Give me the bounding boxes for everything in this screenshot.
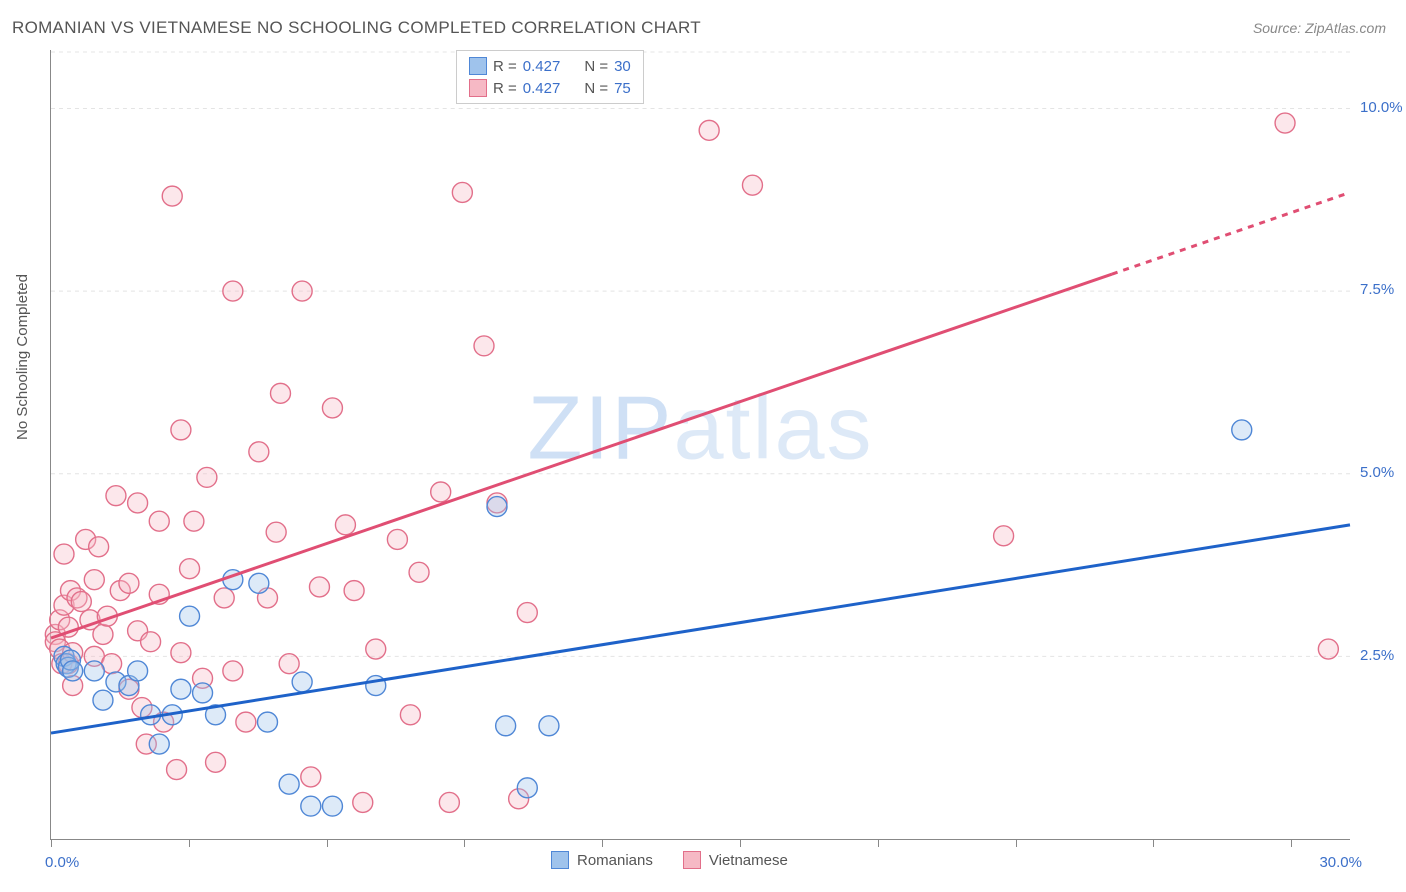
series-legend-romanians: Romanians <box>551 851 653 869</box>
x-tick <box>1153 839 1154 847</box>
y-axis-label: No Schooling Completed <box>14 274 31 440</box>
stats-legend-row-vietnamese: R = 0.427 N = 75 <box>469 77 631 99</box>
series-legend-vietnamese: Vietnamese <box>683 851 788 869</box>
series-label-vietnamese: Vietnamese <box>709 852 788 869</box>
x-tick <box>1291 839 1292 847</box>
x-max-label: 30.0% <box>1319 854 1362 871</box>
r-value-romanians: 0.427 <box>523 58 561 75</box>
stats-legend: R = 0.427 N = 30 R = 0.427 N = 75 <box>456 50 644 104</box>
y-tick-label: 5.0% <box>1360 464 1406 481</box>
x-tick <box>740 839 741 847</box>
series-legend: Romanians Vietnamese <box>551 851 788 869</box>
swatch-romanians <box>469 57 487 75</box>
r-prefix: R = <box>493 58 517 75</box>
y-tick-label: 2.5% <box>1360 647 1406 664</box>
swatch-romanians <box>551 851 569 869</box>
r-prefix: R = <box>493 80 517 97</box>
n-prefix: N = <box>584 58 608 75</box>
swatch-vietnamese <box>469 79 487 97</box>
x-tick <box>1016 839 1017 847</box>
chart-svg <box>51 50 1350 839</box>
x-tick <box>878 839 879 847</box>
n-prefix: N = <box>584 80 608 97</box>
x-tick <box>189 839 190 847</box>
x-tick <box>327 839 328 847</box>
swatch-vietnamese <box>683 851 701 869</box>
x-min-label: 0.0% <box>45 854 79 871</box>
series-label-romanians: Romanians <box>577 852 653 869</box>
n-value-romanians: 30 <box>614 58 631 75</box>
y-tick-label: 7.5% <box>1360 281 1406 298</box>
x-tick <box>464 839 465 847</box>
x-tick <box>602 839 603 847</box>
y-tick-label: 10.0% <box>1360 99 1406 116</box>
stats-legend-row-romanians: R = 0.427 N = 30 <box>469 55 631 77</box>
chart-title: ROMANIAN VS VIETNAMESE NO SCHOOLING COMP… <box>12 18 701 38</box>
x-tick <box>51 839 52 847</box>
n-value-vietnamese: 75 <box>614 80 631 97</box>
r-value-vietnamese: 0.427 <box>523 80 561 97</box>
plot-area: ZIPatlas 2.5%5.0%7.5%10.0% 0.0% 30.0% R … <box>50 50 1350 840</box>
source-label: Source: ZipAtlas.com <box>1253 20 1386 36</box>
